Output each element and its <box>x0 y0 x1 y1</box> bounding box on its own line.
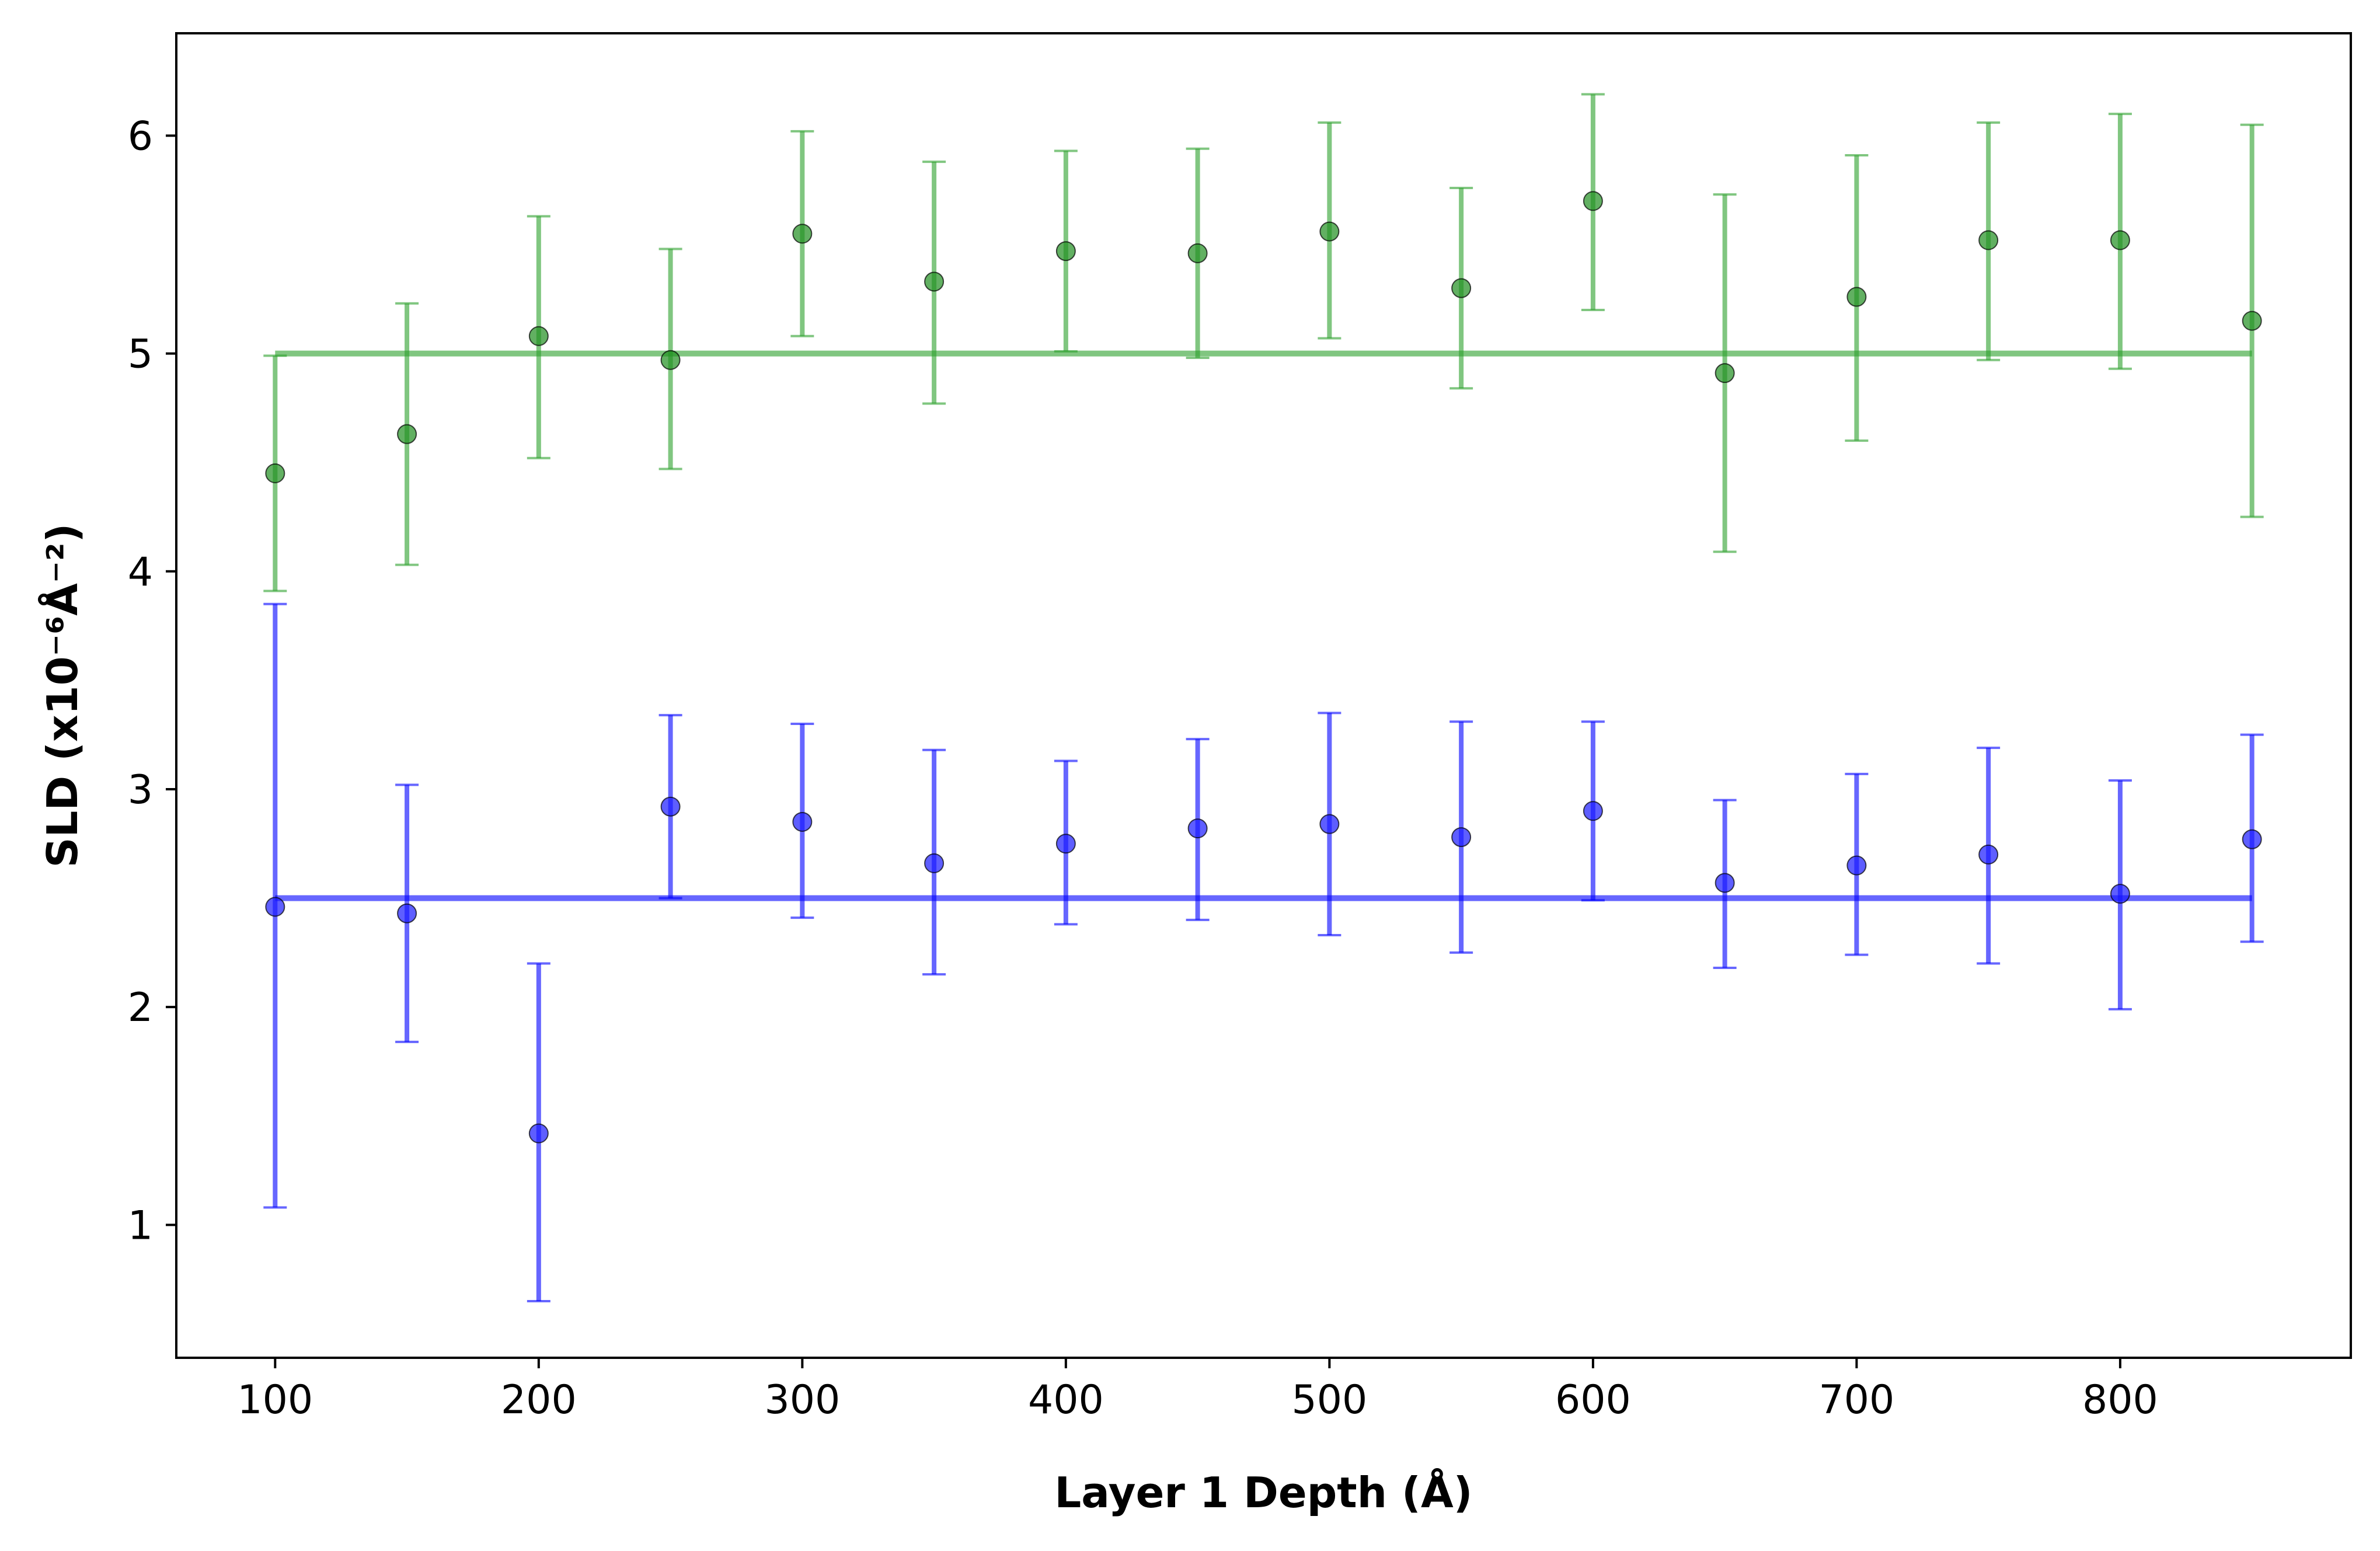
data-point <box>265 897 285 917</box>
data-point <box>1319 814 1340 834</box>
data-point <box>924 271 945 292</box>
data-point <box>2110 884 2130 904</box>
data-point <box>1846 287 1867 307</box>
x-tick-label: 300 <box>764 1377 840 1423</box>
data-point <box>2242 829 2262 849</box>
data-point <box>1978 230 1999 250</box>
x-tick-label: 100 <box>237 1377 313 1423</box>
data-point <box>1846 855 1867 876</box>
x-tick-label: 200 <box>501 1377 577 1423</box>
data-point <box>1319 221 1340 242</box>
y-tick-label: 3 <box>128 767 153 813</box>
data-point <box>660 350 681 370</box>
data-point <box>1187 818 1208 839</box>
data-point <box>792 811 813 832</box>
data-point <box>1055 834 1076 854</box>
data-point <box>924 853 945 873</box>
data-point <box>660 796 681 817</box>
y-tick-label: 1 <box>128 1203 153 1249</box>
axes-frame <box>175 32 2352 1359</box>
data-point <box>397 424 417 444</box>
data-point <box>1055 241 1076 262</box>
data-point <box>1187 243 1208 263</box>
y-axis-title: SLD (x10⁻⁶Å⁻²) <box>38 524 87 868</box>
data-point <box>397 903 417 923</box>
x-axis-title: Layer 1 Depth (Å) <box>1054 1468 1472 1517</box>
data-point <box>1715 873 1735 893</box>
y-tick-label: 5 <box>128 332 153 378</box>
y-tick-label: 2 <box>128 985 153 1031</box>
data-point <box>528 326 549 346</box>
x-tick-label: 800 <box>2082 1377 2158 1423</box>
y-tick-label: 4 <box>128 549 153 595</box>
data-point <box>2110 230 2130 250</box>
data-point <box>265 463 285 483</box>
data-point <box>1978 844 1999 865</box>
y-tick-label: 6 <box>128 113 153 159</box>
data-point <box>1583 801 1603 821</box>
data-point <box>1451 827 1472 848</box>
data-point <box>792 224 813 244</box>
x-tick-label: 700 <box>1819 1377 1895 1423</box>
data-point <box>1715 363 1735 384</box>
x-tick-label: 400 <box>1028 1377 1104 1423</box>
axes: 100 200 300 400 500 600 700 800 1 2 3 4 5 6 <box>128 32 2352 1423</box>
plot-area <box>263 93 2264 1302</box>
x-tick-label: 600 <box>1555 1377 1631 1423</box>
data-point <box>2242 311 2262 331</box>
x-tick-label: 500 <box>1291 1377 1367 1423</box>
data-point <box>1583 191 1603 211</box>
data-point <box>1451 278 1472 298</box>
data-point <box>528 1123 549 1144</box>
